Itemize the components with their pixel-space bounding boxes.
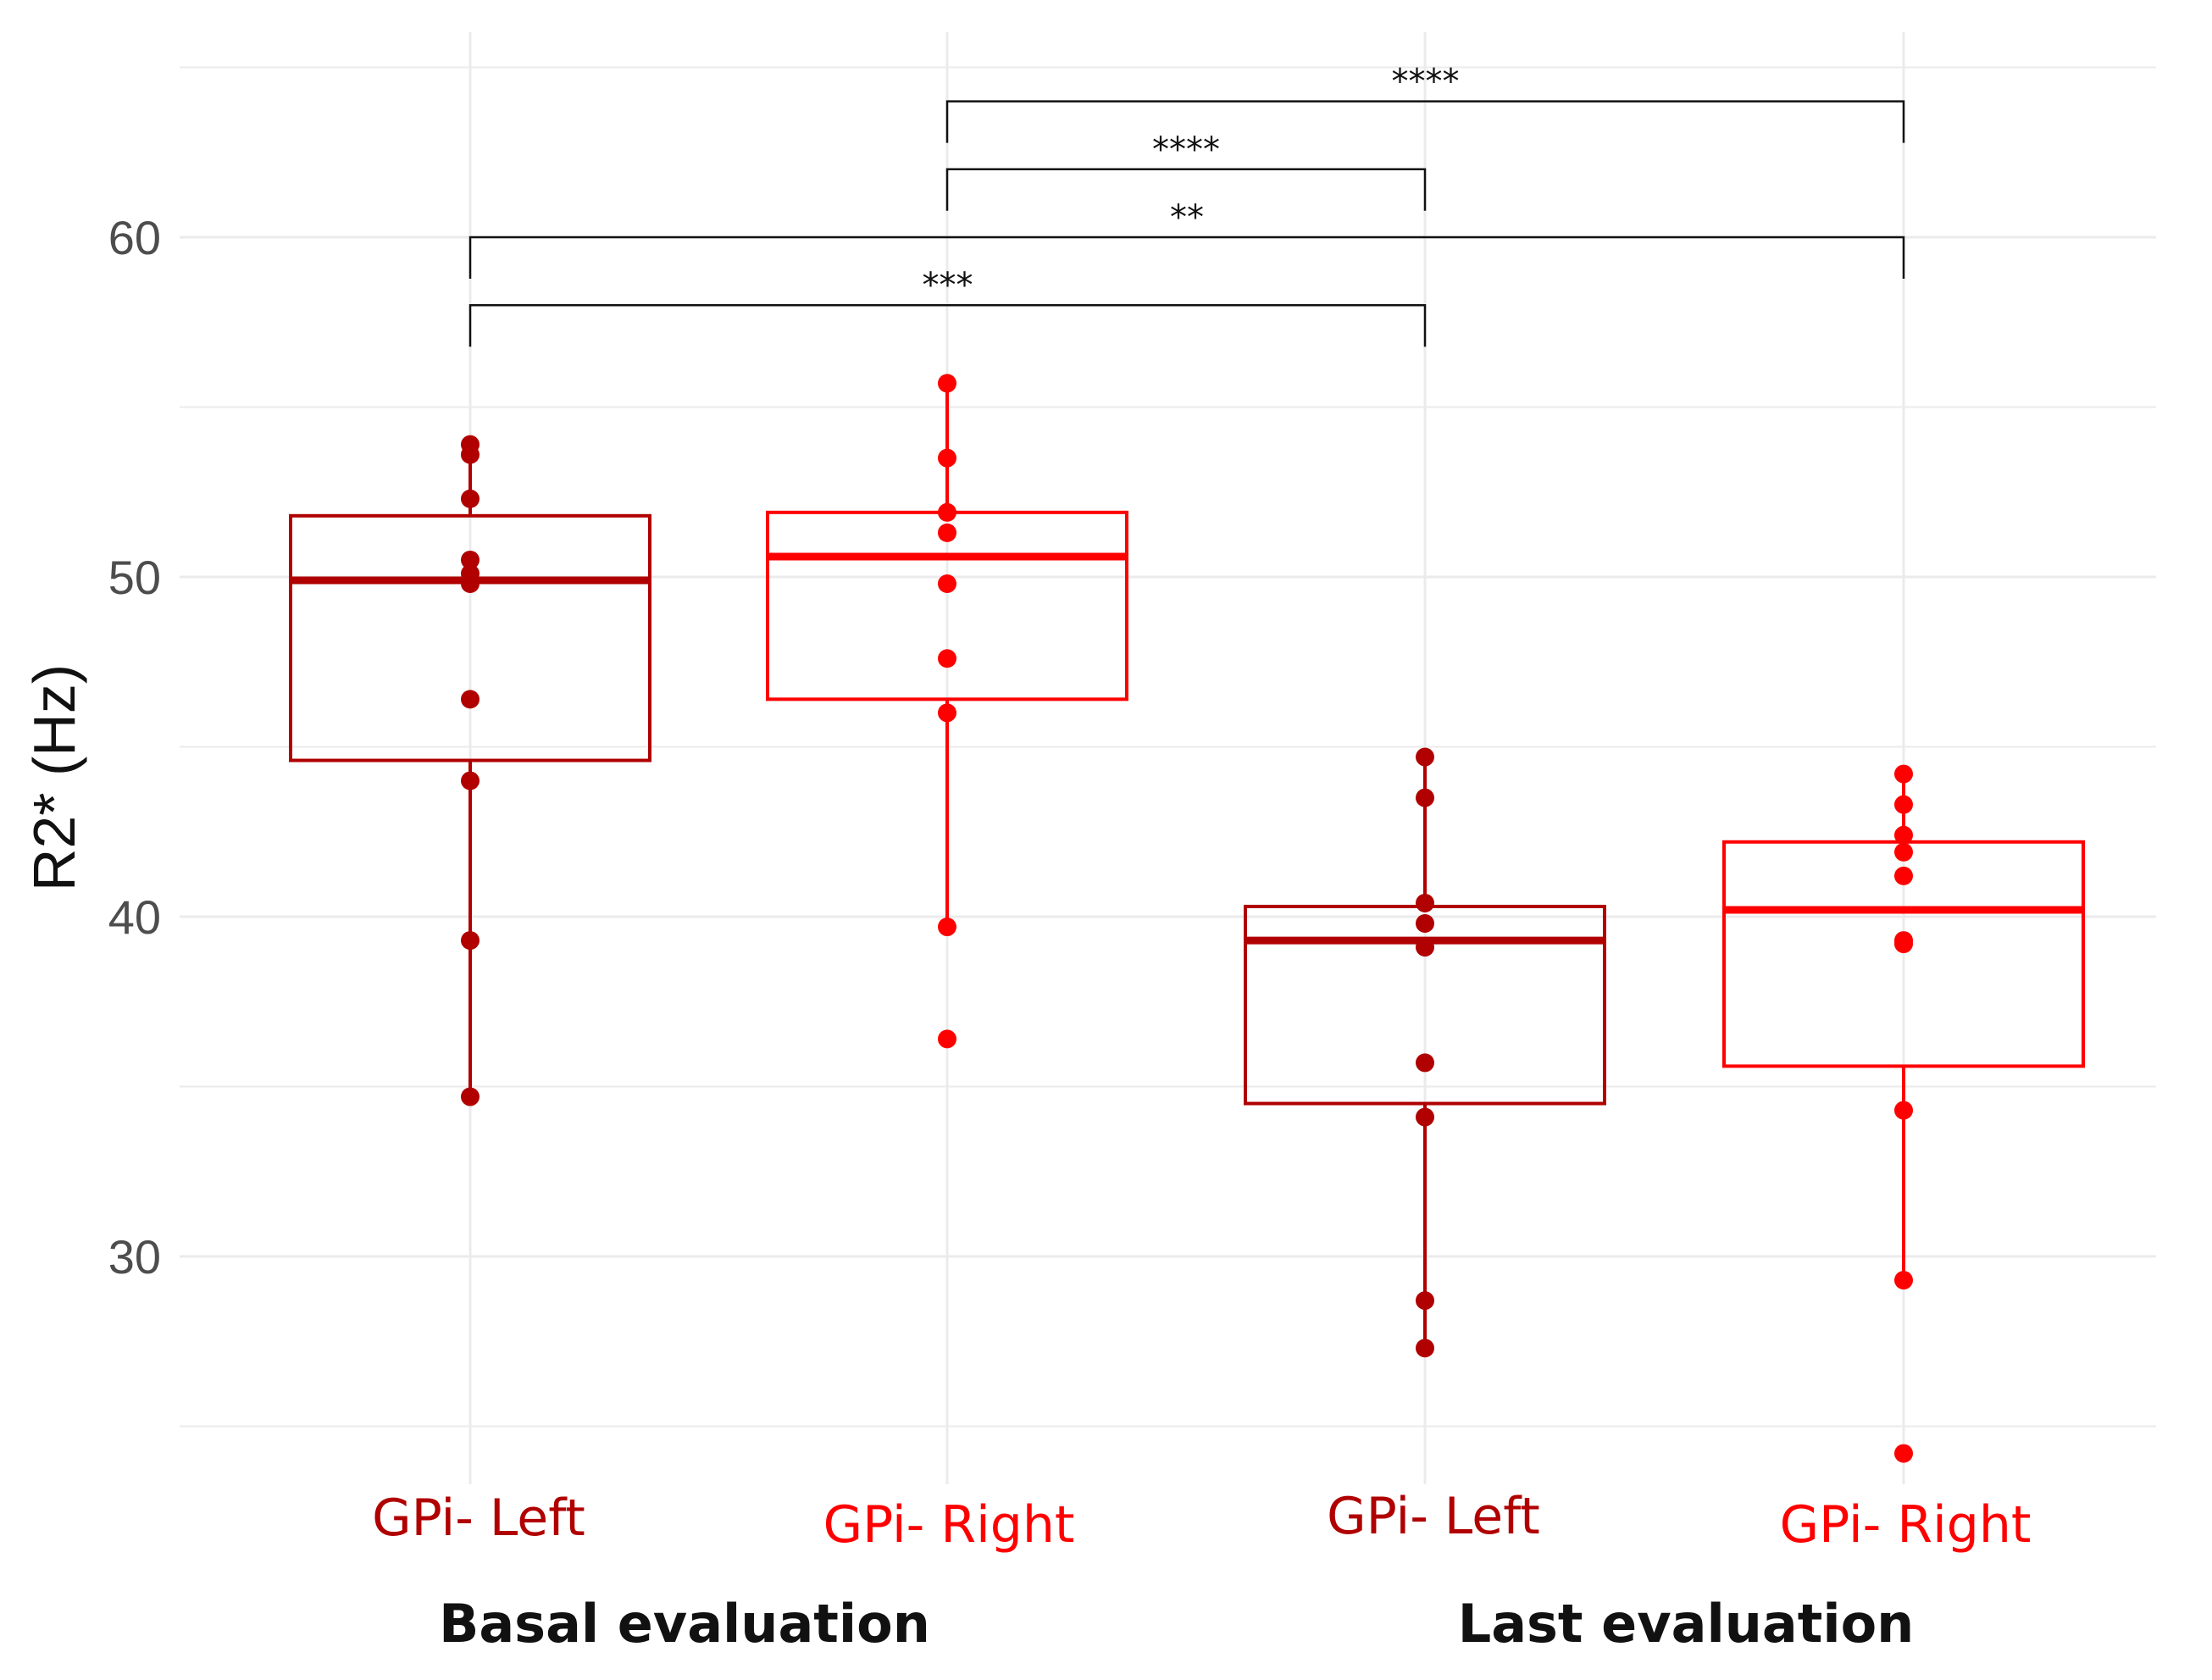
y-tick-label: 60 [108, 211, 161, 264]
data-point [1416, 1291, 1434, 1311]
y-axis: 30 40 50 60 [108, 211, 161, 1284]
data-point [461, 931, 480, 951]
data-point [1894, 1101, 1913, 1120]
significance-label: ** [1170, 198, 1204, 237]
data-point [1416, 893, 1434, 912]
data-point [938, 448, 956, 468]
group-label: Last evaluation [1458, 1593, 1915, 1655]
x-axis: GPi- Left GPi- Right GPi- Left GPi- Right Ba… [372, 1487, 2031, 1655]
data-point [461, 574, 480, 594]
data-point [938, 649, 956, 668]
boxes [289, 383, 2085, 1349]
x-tick-label: GPi- Right [823, 1495, 1075, 1555]
x-tick-label: GPi- Left [372, 1489, 585, 1548]
data-point [938, 918, 956, 937]
data-point [1416, 1107, 1434, 1127]
data-point [1894, 764, 1913, 784]
data-point [1894, 825, 1913, 845]
data-point [1416, 1339, 1434, 1358]
significance-label: **** [1152, 130, 1220, 169]
group-label: Basal evaluation [439, 1593, 930, 1655]
significance-bracket [468, 236, 1905, 279]
y-tick-label: 40 [108, 890, 161, 944]
data-point [1416, 938, 1434, 957]
points [461, 374, 1913, 1463]
data-point [461, 489, 480, 508]
data-point [938, 574, 956, 594]
box [289, 513, 651, 762]
data-point [1416, 747, 1434, 767]
significance-label: *** [923, 266, 973, 305]
data-point [1894, 795, 1913, 814]
data-point [938, 523, 956, 542]
data-point [461, 690, 480, 709]
significance-brackets: ************* [468, 63, 1905, 347]
data-point [461, 445, 480, 464]
data-point [1416, 1053, 1434, 1073]
data-point [461, 1087, 480, 1106]
significance-bracket [945, 168, 1427, 211]
y-tick-label: 50 [108, 551, 161, 604]
data-point [1416, 788, 1434, 807]
data-point [1894, 1271, 1913, 1290]
data-point [938, 1029, 956, 1049]
data-point [1416, 914, 1434, 934]
data-point [461, 550, 480, 569]
significance-bracket [468, 303, 1427, 347]
significance-label: **** [1392, 63, 1460, 102]
data-point [1894, 866, 1913, 885]
y-axis-label: R2* (Hz) [21, 664, 87, 891]
data-point [1894, 842, 1913, 862]
data-point [938, 502, 956, 522]
data-point [938, 703, 956, 723]
data-point [1894, 934, 1913, 954]
x-tick-label: GPi- Left [1327, 1487, 1540, 1546]
grid [180, 32, 2156, 1484]
data-point [938, 374, 956, 393]
data-point [461, 771, 480, 790]
y-tick-label: 30 [108, 1230, 161, 1284]
data-point [1894, 1444, 1913, 1463]
x-tick-label: GPi- Right [1780, 1495, 2032, 1555]
significance-bracket [945, 100, 1905, 143]
